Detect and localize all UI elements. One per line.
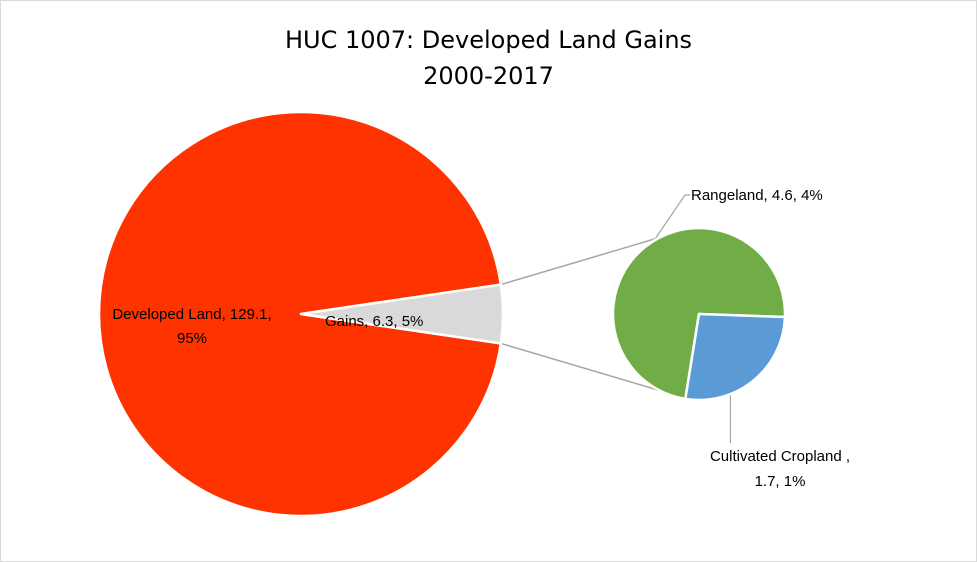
connector-line-top: [500, 236, 661, 286]
label-rangeland: Rangeland, 4.6, 4%: [691, 187, 823, 204]
label-cropland-line1: Cultivated Cropland ,: [710, 448, 850, 465]
label-cropland-line2: 1.7, 1%: [755, 473, 806, 490]
label-developed-land-line1: Developed Land, 129.1,: [112, 306, 271, 323]
label-gains: Gains, 6.3, 5%: [325, 313, 423, 330]
slice-gains: [299, 283, 505, 345]
chart-subtitle: 2000-2017: [423, 62, 554, 90]
connector-line-bottom: [500, 342, 661, 392]
rangeland-leader-line: [654, 194, 690, 240]
chart-title: HUC 1007: Developed Land Gains: [284, 26, 693, 54]
slice-cultivated-cropland: [684, 312, 787, 402]
label-developed-land-line2: 95%: [177, 330, 207, 347]
